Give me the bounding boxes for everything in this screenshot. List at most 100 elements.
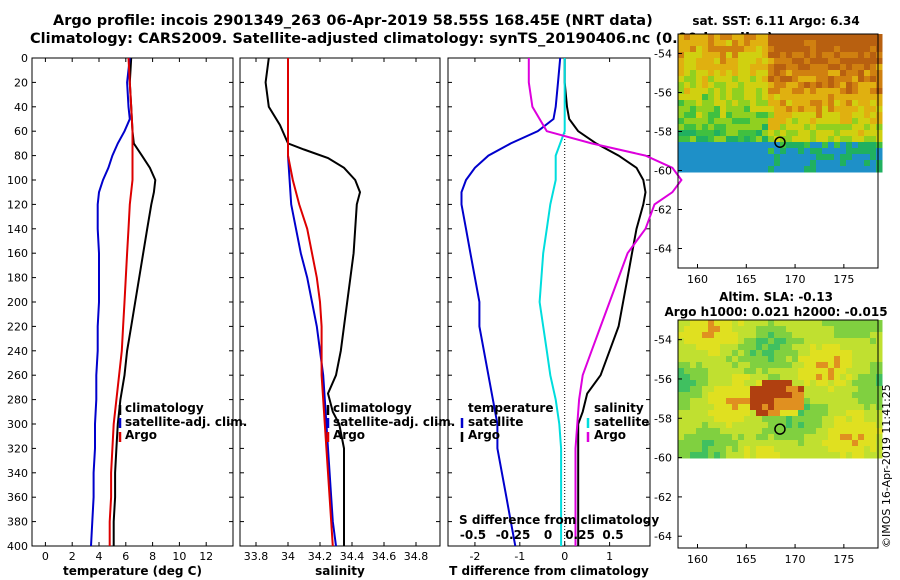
map-cell [870, 374, 877, 381]
map-cell [828, 154, 835, 161]
map-cell [732, 166, 739, 173]
map-cell [864, 404, 871, 411]
map-cell [768, 320, 775, 327]
map-cell [768, 380, 775, 387]
map-cell [726, 410, 733, 417]
map-cell [858, 410, 865, 417]
map-cell [762, 106, 769, 113]
map-cell [768, 136, 775, 143]
map-cell [702, 88, 709, 95]
map-cell [876, 344, 883, 351]
map-cell [738, 410, 745, 417]
map-cell [864, 410, 871, 417]
map-cell [858, 386, 865, 393]
map-cell [858, 112, 865, 119]
map-cell [750, 440, 757, 447]
map-cell [864, 326, 871, 333]
map-cell [738, 70, 745, 77]
map-cell [696, 34, 703, 41]
map-cell [870, 386, 877, 393]
map-cell [804, 82, 811, 89]
map-cell [846, 386, 853, 393]
map-cell [702, 112, 709, 119]
map-cell [792, 416, 799, 423]
map-cell [798, 356, 805, 363]
map-cell [714, 148, 721, 155]
map-cell [708, 148, 715, 155]
map-cell [714, 416, 721, 423]
map-cell [828, 320, 835, 327]
map-cell [750, 398, 757, 405]
map-cell [786, 362, 793, 369]
map-cell [810, 320, 817, 327]
map-cell [738, 338, 745, 345]
map-cell [732, 64, 739, 71]
map-cell [726, 100, 733, 107]
map-cell [684, 344, 691, 351]
map-cell [696, 64, 703, 71]
map-cell [876, 392, 883, 399]
map-cell [822, 344, 829, 351]
map-cell [696, 100, 703, 107]
map-cell [798, 106, 805, 113]
map-cell [738, 46, 745, 53]
map-cell [684, 392, 691, 399]
map-cell [780, 52, 787, 59]
y-tick-label: 260 [7, 369, 28, 382]
map-cell [720, 142, 727, 149]
map-cell [690, 386, 697, 393]
map-cell [780, 380, 787, 387]
map-cell [816, 338, 823, 345]
map-cell [714, 52, 721, 59]
map-cell [786, 386, 793, 393]
map-cell [768, 46, 775, 53]
map-cell [702, 130, 709, 137]
map-cell [756, 136, 763, 143]
map-cell [828, 142, 835, 149]
y-tick-label: 60 [14, 125, 28, 138]
map-cell [720, 34, 727, 41]
map-cell [852, 124, 859, 131]
map-cell [684, 404, 691, 411]
map-cell [708, 338, 715, 345]
map-cell [810, 52, 817, 59]
map-cell [870, 326, 877, 333]
map-cell [774, 76, 781, 83]
map-cell [816, 130, 823, 137]
map-cell [678, 410, 685, 417]
map-cell [870, 76, 877, 83]
map-cell [846, 58, 853, 65]
map-cell [852, 452, 859, 459]
map-cell [744, 446, 751, 453]
map-cell [864, 356, 871, 363]
map-cell [750, 88, 757, 95]
map-cell [726, 368, 733, 375]
map-cell [786, 154, 793, 161]
map-cell [696, 440, 703, 447]
map-cell [768, 440, 775, 447]
map-cell [828, 124, 835, 131]
map-cell [708, 392, 715, 399]
map-cell [792, 64, 799, 71]
map-cell [750, 46, 757, 53]
map-cell [840, 428, 847, 435]
map-cell [696, 338, 703, 345]
map-cell [744, 112, 751, 119]
map-cell [744, 130, 751, 137]
map-cell [750, 386, 757, 393]
map-cell [690, 422, 697, 429]
map-cell [852, 40, 859, 47]
x-axis-label: temperature (deg C) [63, 564, 202, 578]
map-cell [720, 58, 727, 65]
map-cell [720, 112, 727, 119]
map-cell [870, 434, 877, 441]
map-cell [696, 386, 703, 393]
map-cell [702, 52, 709, 59]
y-tick-label: 140 [7, 223, 28, 236]
map-cell [690, 118, 697, 125]
map-cell [804, 154, 811, 161]
map-cell [870, 446, 877, 453]
map-cell [780, 46, 787, 53]
map-cell [756, 130, 763, 137]
